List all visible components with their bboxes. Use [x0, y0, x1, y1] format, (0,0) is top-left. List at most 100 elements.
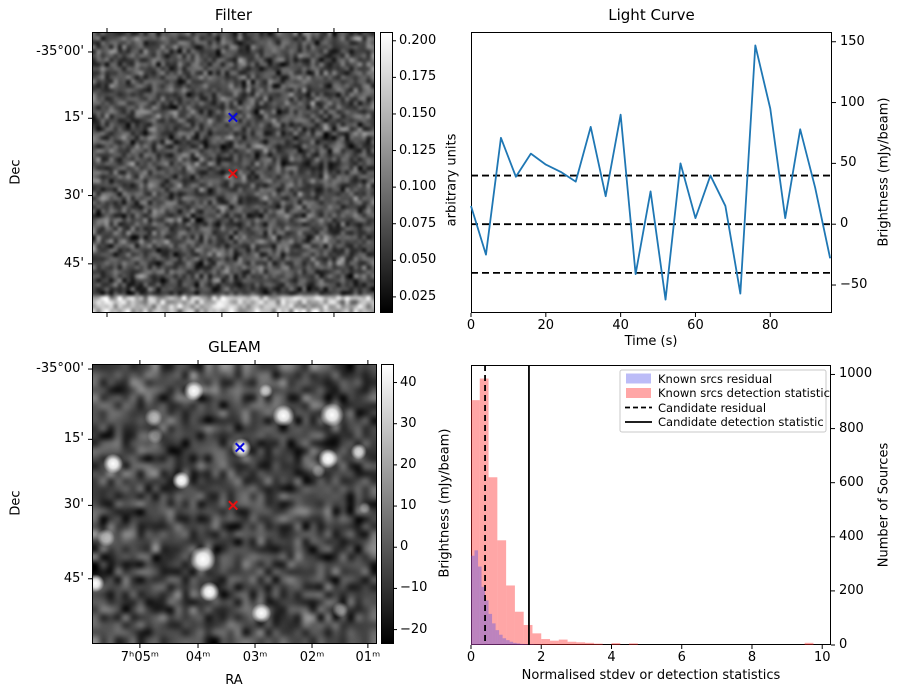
filter-colorbar-tick-label: 0.100 — [399, 179, 437, 195]
gleam-y-tick-label: 45' — [63, 570, 84, 586]
filter-y-tick-label: 45' — [63, 255, 84, 271]
hist-bar-series1 — [488, 613, 493, 645]
gleam-colorbar-tick-label: −10 — [400, 580, 428, 596]
legend-box — [619, 369, 827, 433]
axes-frame-1 — [471, 32, 832, 313]
hist-bar-series1 — [471, 555, 475, 645]
hist-y-tick-label: 0 — [839, 637, 848, 652]
hist-bar-series0 — [567, 641, 577, 645]
hist-bar-series1 — [481, 586, 486, 645]
lc-y-tick-label: −50 — [840, 277, 868, 293]
lc-y-tick-label: 50 — [840, 155, 857, 171]
gleam-x-tick-label: 02ᵐ — [299, 650, 325, 665]
filter-colorbar-tick-label: 0.150 — [399, 105, 437, 121]
hist-bar-series0 — [576, 642, 586, 645]
legend-label-0: Known srcs residual — [658, 371, 773, 386]
legend-swatch-detection — [626, 388, 651, 398]
filter-sky-image — [92, 32, 375, 313]
hist-x-tick-label: 6 — [677, 650, 686, 665]
gleam-x-tick-label: 04ᵐ — [185, 650, 211, 665]
hist-y-tick-label: 800 — [839, 420, 864, 436]
light-curve-y-axis-label: Brightness (mJy/beam) — [876, 97, 892, 247]
lc-x-tick-label: 0 — [466, 318, 476, 333]
filter-colorbar — [380, 32, 393, 313]
gleam-title: GLEAM — [208, 338, 261, 356]
lc-x-tick-label: 20 — [537, 318, 555, 333]
filter-colorbar-tick-label: 0.175 — [399, 69, 437, 85]
hist-bar-series1 — [530, 644, 535, 645]
gleam-y-tick-label: 30' — [63, 497, 84, 513]
hist-bar-series0 — [558, 639, 568, 645]
gleam-sky-image — [92, 364, 377, 644]
hist-bar-series1 — [506, 640, 510, 645]
hist-bar-series0 — [514, 611, 524, 645]
filter-y-tick-label: 15' — [63, 110, 84, 126]
legend-label-1: Known srcs detection statistic — [658, 386, 830, 400]
gleam-colorbar-tick-label: 20 — [400, 456, 417, 472]
hist-x-tick-label: 0 — [466, 650, 476, 665]
hist-bar-series0 — [804, 642, 814, 645]
hist-y-tick-label: 200 — [839, 582, 864, 598]
hist-bar-series0 — [541, 639, 551, 645]
hist-bar-series0 — [585, 642, 594, 645]
hist-y-tick-label: 600 — [839, 474, 864, 490]
gleam-x-axis-label: RA — [225, 673, 243, 688]
legend-swatch-residual — [626, 373, 651, 384]
hist-bar-series1 — [523, 644, 528, 645]
hist-x-tick-label: 2 — [537, 650, 546, 665]
axes-frame-3 — [471, 365, 831, 645]
hist-bar-series1 — [516, 643, 521, 645]
gleam-colorbar-tick-label: 40 — [400, 374, 417, 390]
hist-bar-series0 — [593, 643, 603, 645]
hist-bar-series1 — [495, 630, 500, 645]
gleam-colorbar-tick-label: 10 — [400, 498, 417, 514]
hist-bar-series0 — [488, 477, 498, 645]
hist-bar-series1 — [478, 566, 482, 645]
light-curve-line — [470, 44, 832, 301]
hist-y-tick-label: 1000 — [839, 366, 873, 382]
filter-colorbar-tick-label: 0.050 — [399, 252, 437, 268]
light-curve-x-axis-label: Time (s) — [624, 334, 678, 349]
gleam-colorbar-tick-label: 0 — [400, 539, 409, 555]
hist-bar-series0 — [479, 378, 489, 645]
hist-bar-series0 — [629, 643, 638, 645]
filter-colorbar-tick-label: 0.125 — [399, 142, 437, 158]
hist-y-tick-label: 400 — [839, 528, 864, 544]
filter-colorbar-tick-label: 0.200 — [399, 32, 437, 48]
filter-y-tick-label: 30' — [63, 187, 84, 203]
hist-bar-series1 — [499, 634, 503, 645]
hist-x-tick-label: 4 — [607, 650, 616, 665]
hist-bar-series0 — [523, 624, 533, 645]
gleam-x-tick-label: 7ʰ05ᵐ — [120, 650, 159, 665]
gleam-x-tick-label: 01ᵐ — [355, 650, 381, 665]
legend-label-2: Candidate residual — [658, 400, 767, 415]
hist-x-tick-label: 8 — [747, 650, 757, 665]
hist-bar-series1 — [474, 550, 479, 645]
light-curve-title: Light Curve — [608, 6, 695, 24]
hist-bar-series0 — [611, 643, 621, 645]
gleam-colorbar-tick-label: 30 — [400, 415, 417, 431]
hist-x-tick-label: 10 — [813, 650, 831, 665]
histogram-y-axis-label: Number of Sources — [876, 442, 892, 568]
filter-colorbar-tick-label: 0.075 — [399, 215, 437, 231]
lc-x-tick-label: 40 — [612, 318, 629, 333]
gleam-y-tick-label: -35°00' — [36, 361, 84, 377]
hist-bar-series0 — [497, 540, 507, 645]
lc-x-tick-label: 60 — [687, 318, 704, 333]
gleam-x-tick-label: 03ᵐ — [242, 650, 268, 665]
filter-colorbar-label: arbitrary units — [444, 133, 460, 227]
hist-bar-series1 — [509, 641, 514, 645]
hist-bar-series0 — [471, 400, 480, 645]
lc-y-tick-label: 100 — [840, 94, 865, 110]
gleam-y-axis-label: Dec — [8, 490, 24, 516]
gleam-colorbar — [381, 364, 394, 644]
lc-y-tick-label: 150 — [840, 33, 865, 49]
gleam-colorbar-tick-label: −20 — [400, 621, 428, 637]
legend-label-3: Candidate detection statistic — [658, 415, 824, 429]
gleam-colorbar-label: Brightness (mJy/beam) — [437, 428, 453, 578]
filter-colorbar-tick-label: 0.025 — [399, 288, 437, 304]
hist-bar-series1 — [513, 642, 517, 645]
hist-bar-series1 — [520, 643, 524, 645]
hist-bar-series1 — [485, 600, 489, 645]
